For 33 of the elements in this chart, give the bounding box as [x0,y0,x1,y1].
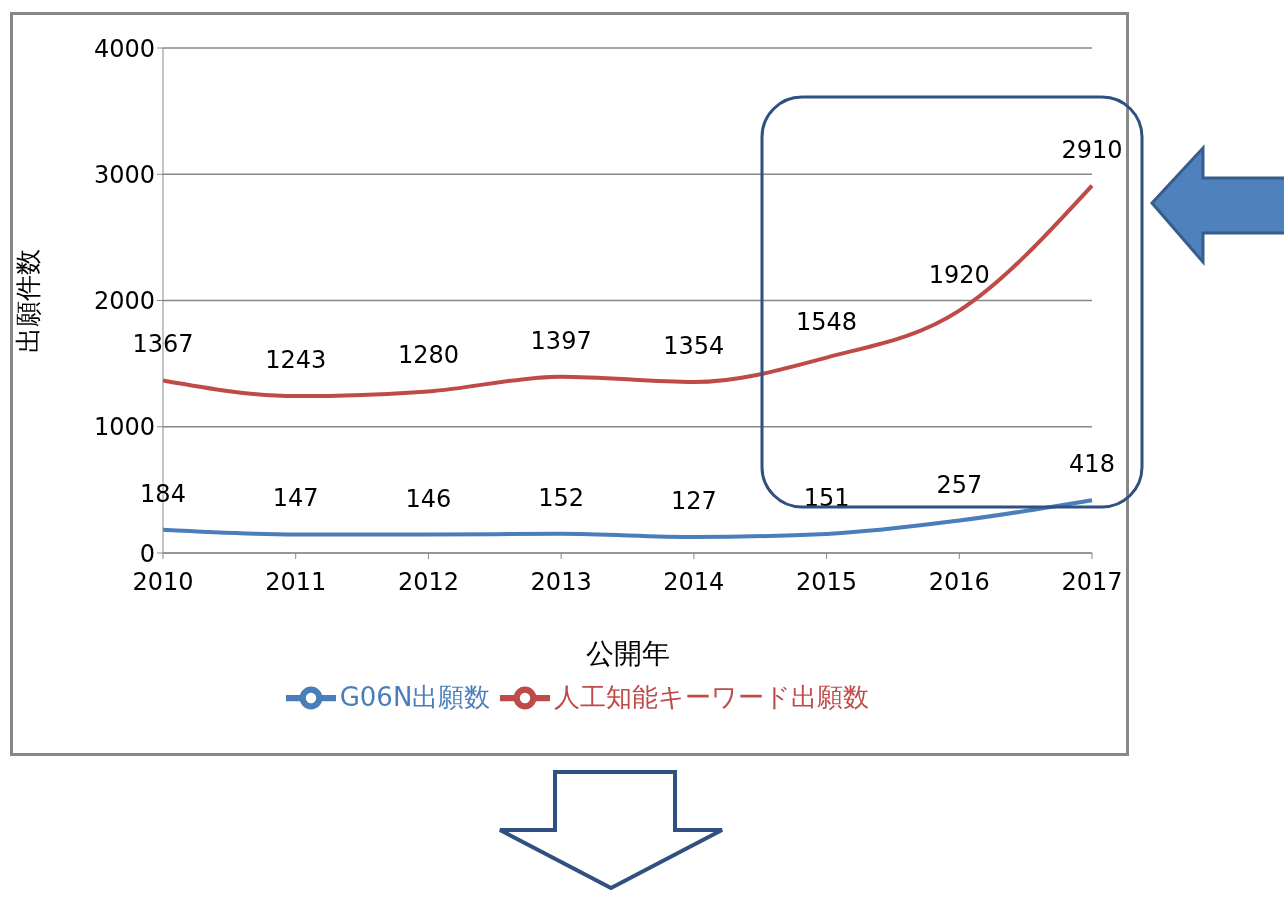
x-tick-label: 2016 [928,568,990,597]
data-label: 1243 [265,346,327,375]
x-tick-label: 2011 [265,568,327,597]
y-tick-label: 0 [139,539,155,568]
data-label: 146 [405,484,452,513]
y-tick-label: 3000 [93,160,155,189]
x-tick-label: 2013 [530,568,592,597]
x-tick-label: 2012 [397,568,459,597]
data-label: 152 [538,483,585,512]
data-label: 147 [272,484,319,513]
data-label: 184 [140,479,186,508]
x-tick-label: 2015 [796,568,858,597]
data-label: 2910 [1061,135,1123,164]
data-label: 1920 [928,260,990,289]
data-label: 257 [936,470,983,499]
data-label: 1367 [132,330,194,359]
data-label: 1548 [796,307,858,336]
data-label: 1354 [663,332,725,361]
data-label: 127 [670,486,717,515]
y-tick-label: 4000 [93,34,155,63]
x-tick-label: 2014 [663,568,725,597]
data-label: 1280 [397,341,459,370]
y-tick-label: 2000 [93,287,155,316]
y-tick-label: 1000 [93,413,155,442]
data-label: 418 [1069,450,1115,479]
y-axis-title: 出願件数 [13,248,44,353]
data-label: 151 [803,483,850,512]
x-tick-label: 2010 [132,568,194,597]
legend-label: 人工知能キーワード出願数 [554,681,870,712]
x-tick-label: 2017 [1061,568,1123,597]
legend-label: G06N出願数 [339,681,491,712]
data-label: 1397 [530,326,592,355]
x-axis-title: 公開年 [585,637,670,670]
